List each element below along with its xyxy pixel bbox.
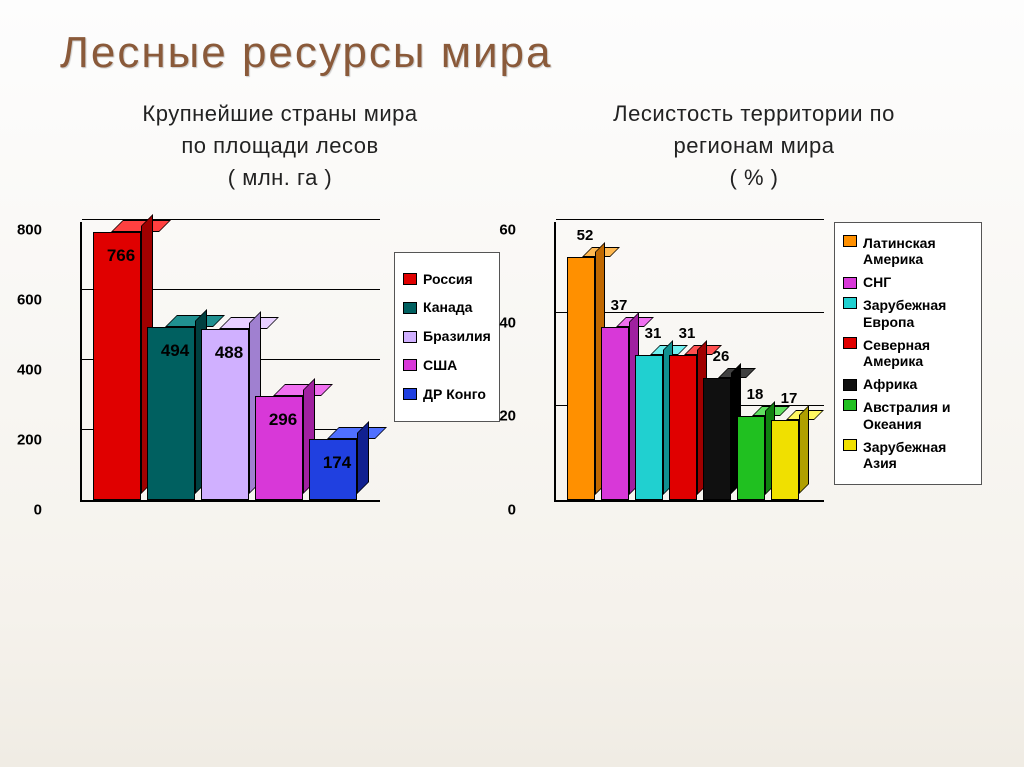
bar-value-label: 174 <box>313 453 361 473</box>
bar-value-label: 488 <box>205 343 253 363</box>
bar-value-label: 26 <box>707 348 735 365</box>
y-tick: 400 <box>6 361 42 378</box>
bar: 296 <box>255 396 303 500</box>
bar-value-label: 766 <box>97 246 145 266</box>
bar: 31 <box>635 355 663 500</box>
chart-right-area: 0204060 52373131261817 Латинская Америка… <box>524 222 984 502</box>
y-tick: 800 <box>6 221 42 238</box>
bar: 18 <box>737 416 765 500</box>
y-tick: 20 <box>480 408 516 425</box>
page-title: Лесные ресурсы мира <box>0 0 1024 78</box>
bar: 37 <box>601 327 629 500</box>
chart-left: Крупнейшие страны мира по площади лесов … <box>40 98 520 502</box>
bar: 52 <box>567 257 595 500</box>
y-tick: 60 <box>480 221 516 238</box>
legend-item: Африка <box>843 376 973 393</box>
legend-item: США <box>403 357 491 374</box>
bar: 26 <box>703 378 731 499</box>
plot-left: 766494488296174 <box>80 222 380 502</box>
legend-item: СНГ <box>843 274 973 291</box>
chart-right: Лесистость территории по регионам мира (… <box>524 98 984 502</box>
bar-value-label: 37 <box>605 297 633 314</box>
legend-item: Латинская Америка <box>843 235 973 269</box>
bar-value-label: 17 <box>775 390 803 407</box>
legend-item: Канада <box>403 299 491 316</box>
bar: 31 <box>669 355 697 500</box>
y-tick: 0 <box>6 501 42 518</box>
bar-value-label: 52 <box>571 227 599 244</box>
legend-left: Россия Канада Бразилия США ДР Конго <box>394 252 500 422</box>
bar-value-label: 31 <box>639 325 667 342</box>
legend-item: Австралия и Океания <box>843 399 973 433</box>
legend-item: Россия <box>403 271 491 288</box>
y-tick: 0 <box>480 501 516 518</box>
bar: 494 <box>147 327 195 500</box>
chart-left-area: 0200400600800 766494488296174 РоссияКана… <box>40 222 520 502</box>
bar: 766 <box>93 232 141 500</box>
legend-item: Бразилия <box>403 328 491 345</box>
legend-item: Северная Америка <box>843 337 973 371</box>
legend-right: Латинская Америка СНГ Зарубежная Европа Сев… <box>834 222 982 486</box>
charts-row: Крупнейшие страны мира по площади лесов … <box>0 78 1024 502</box>
bar-value-label: 494 <box>151 341 199 361</box>
bar: 17 <box>771 420 799 499</box>
bar: 174 <box>309 439 357 500</box>
y-tick: 200 <box>6 431 42 448</box>
plot-right: 52373131261817 <box>554 222 824 502</box>
y-tick: 600 <box>6 291 42 308</box>
y-tick: 40 <box>480 315 516 332</box>
legend-item: ДР Конго <box>403 386 491 403</box>
chart-right-subtitle: Лесистость территории по регионам мира (… <box>613 98 895 194</box>
bar-value-label: 31 <box>673 325 701 342</box>
bar: 488 <box>201 329 249 500</box>
chart-left-subtitle: Крупнейшие страны мира по площади лесов … <box>142 98 417 194</box>
legend-item: Зарубежная Азия <box>843 439 973 473</box>
bar-value-label: 296 <box>259 410 307 430</box>
legend-item: Зарубежная Европа <box>843 297 973 331</box>
bar-value-label: 18 <box>741 386 769 403</box>
